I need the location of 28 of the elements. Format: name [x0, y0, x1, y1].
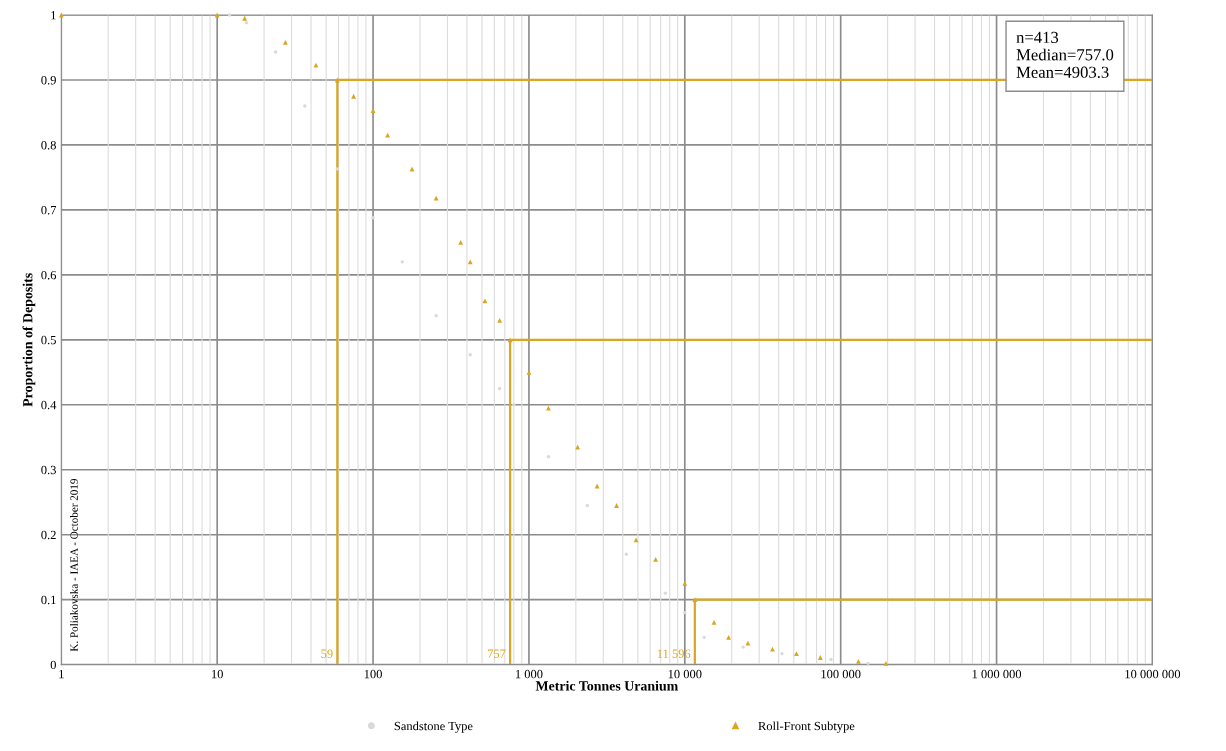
y-tick-label: 1	[51, 11, 56, 20]
y-tick-label: 0.9	[41, 76, 56, 85]
y-tick-label: 0.4	[41, 400, 57, 410]
y-tick-label: 0	[50, 660, 56, 670]
x-tick-label: 1	[59, 669, 64, 679]
x-tick-label: 100 000	[821, 669, 861, 679]
legend-label: Sandstone Type	[394, 721, 473, 733]
annotation: 59	[321, 649, 333, 658]
y-tick-label: 0.8	[41, 140, 56, 150]
y-tick-label: 0.5	[41, 335, 56, 345]
annotation: 11 596	[657, 649, 691, 658]
y-tick-label: 0.7	[41, 205, 57, 215]
y-tick-label: 0.2	[41, 530, 56, 540]
annotation: 757	[487, 649, 506, 658]
y-tick-label: 0.3	[41, 465, 56, 475]
annotation: n=413 Median=757.0 Mean=4903.3	[1016, 31, 1114, 78]
legend-label: Roll-Front Subtype	[758, 721, 855, 733]
y-tick-label: 0.6	[41, 270, 57, 280]
x-tick-label: 10 000 000	[1125, 669, 1181, 679]
y-tick-label: 0.1	[41, 595, 56, 605]
x-tick-label: 1 000	[515, 669, 543, 679]
x-tick-label: 10	[212, 669, 223, 679]
x-tick-label: 10 000	[668, 669, 702, 679]
annotation: K. Poliakovska - IAEA - October 2019	[70, 478, 78, 652]
y-axis-title: Proportion of Deposits	[22, 273, 36, 407]
x-axis-title: Metric Tonnes Uranium	[535, 680, 679, 691]
x-tick-label: 100	[364, 669, 382, 679]
x-tick-label: 1 000 000	[972, 669, 1022, 679]
